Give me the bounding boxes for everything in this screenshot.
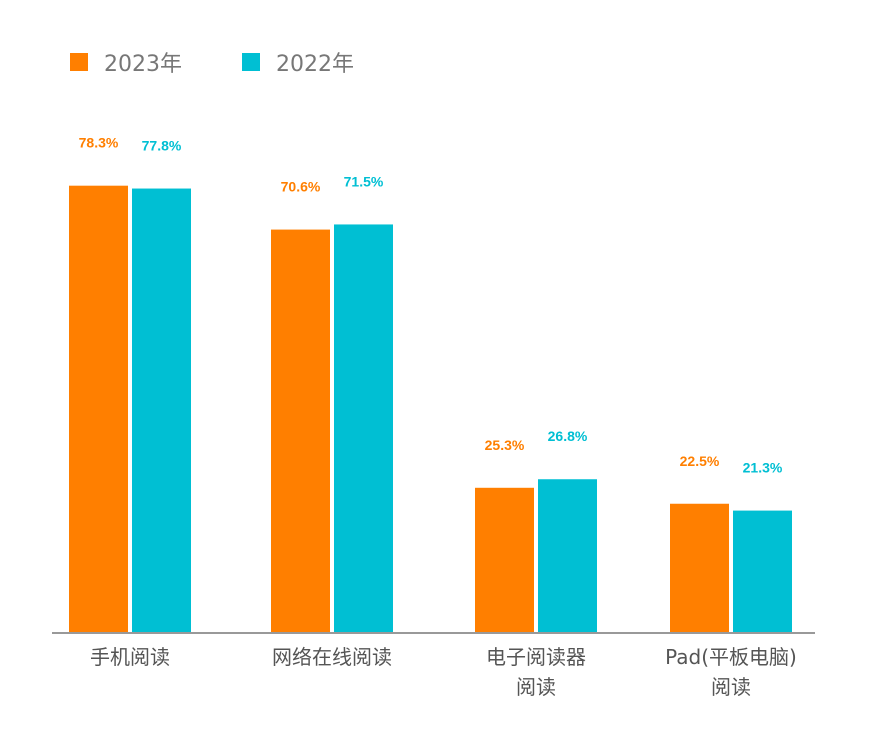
legend-item-2022: 2022年 [242, 46, 354, 78]
data-label-2022-1: 71.5% [344, 173, 384, 189]
bar-2023-3 [670, 503, 729, 632]
category-label-2: 电子阅读器 [486, 645, 586, 669]
bar-2022-2 [538, 479, 597, 632]
data-label-2023-3: 22.5% [680, 453, 720, 469]
data-label-2023-2: 25.3% [485, 437, 525, 453]
category-label-0: 手机阅读 [90, 645, 170, 669]
bar-2023-1 [271, 229, 330, 632]
category-label-2-line1: 阅读 [516, 675, 556, 699]
data-label-2022-0: 77.8% [142, 138, 182, 154]
data-label-2023-0: 78.3% [79, 135, 119, 151]
legend-item-2023: 2023年 [70, 46, 182, 78]
data-label-2023-1: 70.6% [281, 179, 321, 195]
category-label-1: 网络在线阅读 [272, 645, 392, 669]
bar-2022-0 [132, 188, 191, 633]
bar-2022-3 [733, 510, 792, 632]
category-label-3-line1: 阅读 [711, 675, 751, 699]
category-label-3: Pad(平板电脑) [665, 645, 797, 669]
data-label-2022-2: 26.8% [548, 428, 588, 444]
data-label-2022-3: 21.3% [743, 460, 783, 476]
bar-2022-1 [334, 224, 393, 632]
legend-swatch-2022 [242, 53, 260, 71]
legend: 2023年 2022年 [70, 46, 414, 78]
legend-label-2022: 2022年 [276, 52, 354, 77]
bar-2023-2 [475, 487, 534, 632]
bar-2023-0 [69, 185, 128, 632]
legend-label-2023: 2023年 [104, 52, 182, 77]
legend-swatch-2023 [70, 53, 88, 71]
